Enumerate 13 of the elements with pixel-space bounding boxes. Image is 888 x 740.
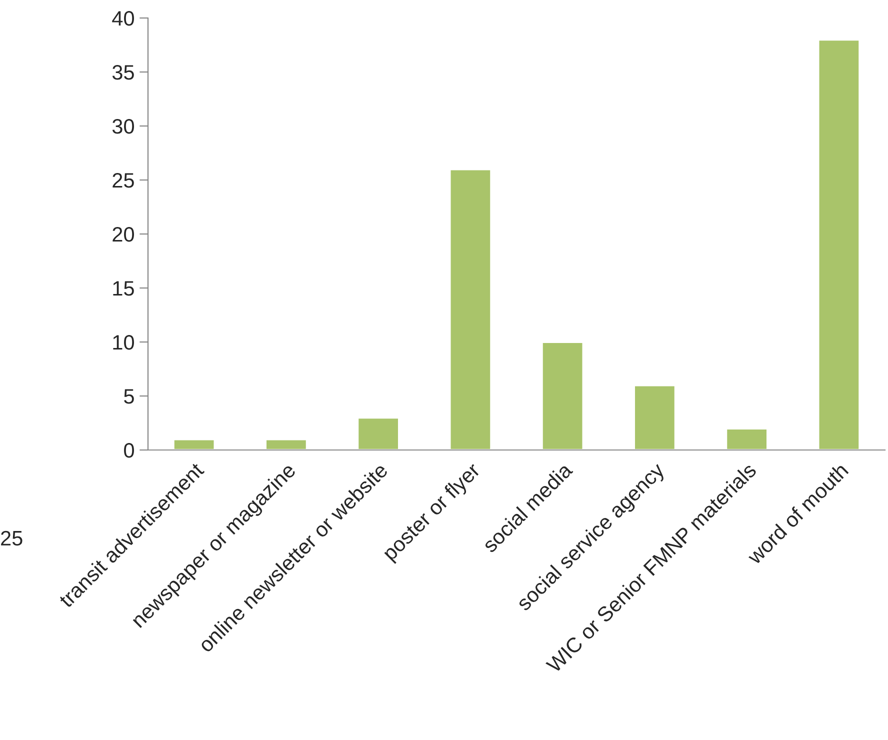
bar — [172, 438, 216, 450]
bar — [448, 168, 492, 450]
y-tick-label: 40 — [112, 11, 134, 26]
y-tick-label: 25 — [112, 173, 134, 188]
y-tick-label: 15 — [113, 281, 134, 296]
bar — [817, 38, 861, 450]
y-tick-label: 30 — [112, 119, 134, 134]
y-tick-label: 0 — [124, 443, 134, 458]
y-tick-label: 5 — [124, 389, 134, 404]
y-tick-label: 10 — [113, 335, 134, 350]
y-tick-label: 20 — [112, 227, 134, 242]
y-tick-label: 35 — [112, 65, 134, 80]
text: 25 — [1, 530, 22, 546]
